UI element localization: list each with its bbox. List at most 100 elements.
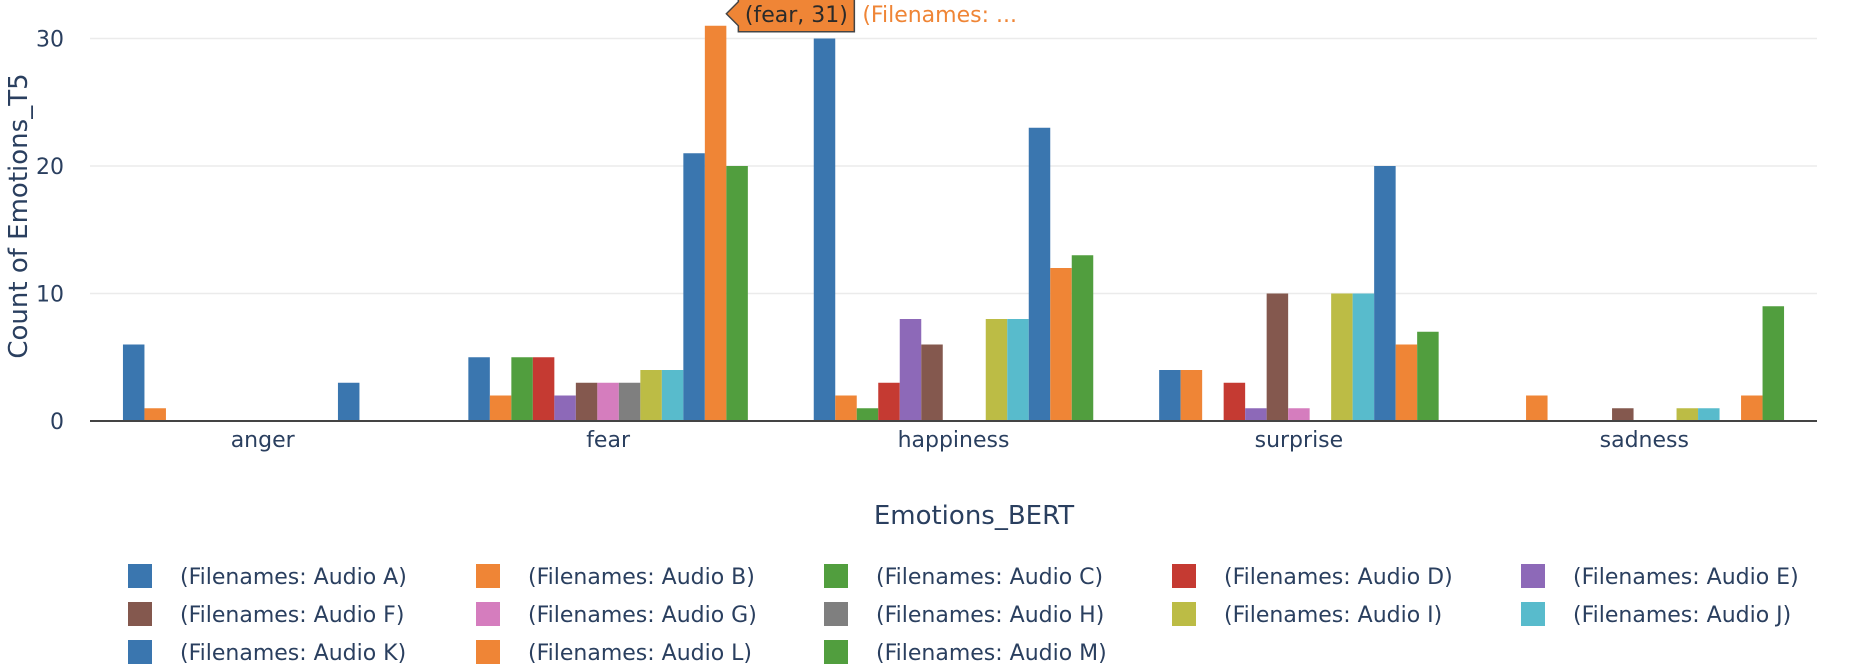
legend-swatch xyxy=(476,564,500,588)
bar[interactable] xyxy=(1223,382,1246,421)
legend-item[interactable]: (Filenames: Audio F) xyxy=(128,602,404,628)
x-tick-label: fear xyxy=(586,428,631,453)
bar[interactable] xyxy=(1050,268,1072,421)
legend-swatch xyxy=(1521,564,1545,588)
legend-label: (Filenames: Audio L) xyxy=(528,641,752,666)
legend-swatch xyxy=(476,602,500,626)
legend-swatch xyxy=(1521,602,1545,626)
y-axis-title: Count of Emotions_T5 xyxy=(4,73,34,358)
legend-label: (Filenames: Audio D) xyxy=(1224,565,1453,590)
bar[interactable] xyxy=(1288,408,1310,421)
tooltip-value: (fear, 31) xyxy=(745,3,848,28)
legend-label: (Filenames: Audio M) xyxy=(876,641,1107,666)
legend-label: (Filenames: Audio B) xyxy=(528,565,755,590)
legend-item[interactable]: (Filenames: Audio J) xyxy=(1521,602,1791,628)
bar[interactable] xyxy=(856,408,879,421)
legend-item[interactable]: (Filenames: Audio H) xyxy=(824,602,1104,628)
bar[interactable] xyxy=(1762,306,1785,421)
bar[interactable] xyxy=(1159,370,1181,421)
bar[interactable] xyxy=(618,382,641,421)
bar[interactable] xyxy=(1180,370,1203,421)
bar[interactable] xyxy=(1395,344,1418,422)
bar[interactable] xyxy=(921,344,943,422)
legend-label: (Filenames: Audio E) xyxy=(1573,565,1799,590)
legend-swatch xyxy=(128,564,152,588)
bar[interactable] xyxy=(1071,255,1094,421)
legend[interactable]: (Filenames: Audio A) (Filenames: Audio B)… xyxy=(128,564,1799,666)
bar[interactable] xyxy=(835,395,857,422)
bar[interactable] xyxy=(468,357,490,421)
legend-label: (Filenames: Audio F) xyxy=(180,603,404,628)
bar[interactable] xyxy=(1266,293,1289,422)
bar[interactable] xyxy=(813,38,836,422)
legend-swatch xyxy=(1172,564,1196,588)
bar[interactable] xyxy=(899,319,922,421)
tooltip-box xyxy=(725,0,856,33)
bar[interactable] xyxy=(122,344,145,422)
legend-swatch xyxy=(128,602,152,626)
legend-item[interactable]: (Filenames: Audio M) xyxy=(824,640,1107,666)
bar[interactable] xyxy=(661,370,684,421)
legend-item[interactable]: (Filenames: Audio A) xyxy=(128,564,407,590)
bar[interactable] xyxy=(1698,408,1720,421)
bar[interactable] xyxy=(1526,395,1548,422)
legend-item[interactable]: (Filenames: Audio B) xyxy=(476,564,755,590)
y-tick-label: 0 xyxy=(50,410,64,435)
legend-item[interactable]: (Filenames: Audio G) xyxy=(476,602,757,628)
bar[interactable] xyxy=(337,382,360,421)
x-tick-labels: anger fear happiness surprise sadness xyxy=(231,428,1689,453)
x-tick-label: surprise xyxy=(1255,428,1344,453)
bar[interactable] xyxy=(532,357,555,421)
bar[interactable] xyxy=(554,395,576,422)
legend-item[interactable]: (Filenames: Audio C) xyxy=(824,564,1103,590)
bar[interactable] xyxy=(575,382,598,421)
legend-swatch xyxy=(824,564,848,588)
bar[interactable] xyxy=(683,153,705,421)
bar[interactable] xyxy=(1612,408,1634,421)
x-axis-title: Emotions_BERT xyxy=(874,501,1074,531)
bar[interactable] xyxy=(704,25,727,421)
legend-swatch xyxy=(476,640,500,664)
gridlines xyxy=(90,37,1817,295)
legend-item[interactable]: (Filenames: Audio E) xyxy=(1521,564,1799,590)
y-tick-label: 10 xyxy=(36,283,64,308)
x-tick-label: anger xyxy=(231,428,296,453)
bar[interactable] xyxy=(1007,319,1029,421)
hover-tooltip: (fear, 31) (Filenames: ... xyxy=(725,0,1017,33)
bar[interactable] xyxy=(597,382,619,421)
bar[interactable] xyxy=(1028,127,1051,421)
legend-item[interactable]: (Filenames: Audio K) xyxy=(128,640,406,666)
y-tick-label: 20 xyxy=(36,155,64,180)
bar[interactable] xyxy=(878,382,900,421)
legend-swatch xyxy=(824,602,848,626)
legend-swatch xyxy=(1172,602,1196,626)
legend-label: (Filenames: Audio C) xyxy=(876,565,1103,590)
legend-label: (Filenames: Audio H) xyxy=(876,603,1104,628)
bar[interactable] xyxy=(1676,408,1699,421)
bar[interactable] xyxy=(1245,408,1267,421)
bar[interactable] xyxy=(1741,395,1763,422)
legend-label: (Filenames: Audio G) xyxy=(528,603,757,628)
legend-item[interactable]: (Filenames: Audio D) xyxy=(1172,564,1453,590)
legend-item[interactable]: (Filenames: Audio I) xyxy=(1172,602,1442,628)
x-tick-label: sadness xyxy=(1600,428,1689,453)
legend-swatch xyxy=(128,640,152,664)
legend-item[interactable]: (Filenames: Audio L) xyxy=(476,640,752,666)
bar[interactable] xyxy=(511,357,533,421)
legend-label: (Filenames: Audio K) xyxy=(180,641,406,666)
legend-label: (Filenames: Audio J) xyxy=(1573,603,1791,628)
bar[interactable] xyxy=(489,395,512,422)
x-tick-label: happiness xyxy=(898,428,1010,453)
bar[interactable] xyxy=(1331,293,1353,422)
bars xyxy=(122,25,1785,422)
bar[interactable] xyxy=(1417,331,1439,421)
y-tick-label: 30 xyxy=(36,28,64,53)
bar[interactable] xyxy=(726,166,748,421)
bar[interactable] xyxy=(144,408,166,421)
bar[interactable] xyxy=(640,370,662,421)
bar[interactable] xyxy=(1374,166,1396,421)
bar[interactable] xyxy=(985,319,1008,421)
bar[interactable] xyxy=(1352,293,1375,422)
tooltip-series-name: (Filenames: ... xyxy=(862,3,1017,28)
